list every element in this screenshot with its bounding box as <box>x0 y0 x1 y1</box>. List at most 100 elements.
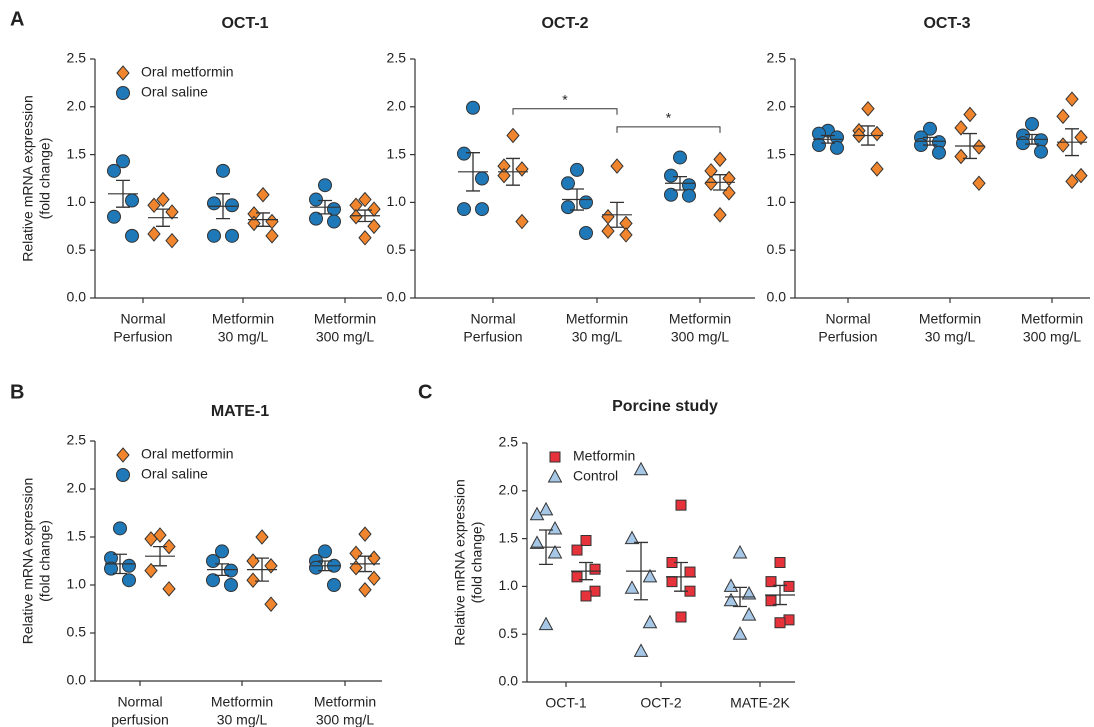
data-point <box>367 201 381 217</box>
data-point <box>104 561 118 576</box>
x-tick-label: 300 mg/L <box>1023 329 1082 345</box>
y-tick-label: 2.0 <box>67 98 87 114</box>
data-point <box>113 521 127 536</box>
data-point <box>216 163 230 178</box>
data-point <box>116 154 130 169</box>
x-tick-label: Metformin <box>566 311 628 327</box>
data-point <box>547 520 563 535</box>
error-bar <box>733 586 747 608</box>
chart-title: OCT-1 <box>221 15 268 32</box>
data-point <box>349 545 363 562</box>
data-point <box>144 531 158 547</box>
data-point <box>349 208 363 225</box>
data-point <box>529 535 545 549</box>
data-point <box>1074 167 1088 184</box>
data-point <box>144 562 158 579</box>
x-tick-label: Metformin <box>314 311 376 327</box>
data-point <box>1065 91 1079 107</box>
data-point <box>327 578 341 592</box>
data-point <box>255 529 269 545</box>
data-point <box>457 146 471 161</box>
error-bar <box>318 560 332 572</box>
error-bar <box>570 188 584 211</box>
error-bar <box>861 125 875 146</box>
data-point <box>1074 129 1088 146</box>
x-tick-label: MATE-2K <box>730 695 790 711</box>
panel-label: C <box>418 381 432 403</box>
significance-star: * <box>666 110 672 126</box>
y-axis-label: (fold change) <box>37 138 53 220</box>
y-tick-label: 2.5 <box>67 432 87 448</box>
data-point <box>642 568 658 583</box>
data-point <box>589 563 601 575</box>
data-point <box>633 643 649 657</box>
data-point <box>741 585 757 600</box>
error-bar <box>318 199 332 215</box>
panel-label: A <box>10 8 24 30</box>
x-tick-label: 300 mg/L <box>316 329 375 345</box>
data-point <box>358 582 372 598</box>
x-tick-label: 300 mg/L <box>316 712 375 727</box>
data-point <box>664 168 678 183</box>
data-point <box>265 228 279 244</box>
data-point <box>156 191 170 208</box>
x-tick-label: 30 mg/L <box>572 329 623 345</box>
x-tick-label: OCT-2 <box>640 695 681 711</box>
data-point <box>624 530 640 545</box>
error-bar <box>923 136 937 146</box>
y-tick-label: 1.5 <box>67 145 87 161</box>
y-tick-label: 1.5 <box>387 145 407 161</box>
error-bar <box>215 563 229 577</box>
error-bar <box>713 174 727 191</box>
x-tick-label: perfusion <box>111 712 169 727</box>
legend-marker <box>116 447 130 463</box>
error-bar <box>634 541 648 601</box>
y-tick-label: 0.5 <box>387 241 407 257</box>
data-point <box>1056 108 1070 125</box>
y-tick-label: 2.0 <box>387 98 407 114</box>
data-point <box>1034 144 1048 159</box>
data-point <box>358 230 372 246</box>
data-point <box>547 544 563 559</box>
y-tick-label: 0.0 <box>499 673 519 689</box>
data-point <box>497 167 511 184</box>
y-tick-label: 0.5 <box>67 241 87 257</box>
data-point <box>264 558 278 574</box>
error-bar <box>963 132 977 160</box>
error-bar <box>358 555 372 573</box>
data-point <box>666 576 678 588</box>
error-bar <box>673 175 687 191</box>
error-bar <box>216 193 230 220</box>
data-point <box>107 163 121 178</box>
data-point <box>215 544 229 559</box>
error-bar <box>156 208 170 227</box>
x-tick-label: Perfusion <box>818 329 877 345</box>
data-point <box>704 175 718 192</box>
significance-bracket <box>616 126 721 133</box>
data-point <box>619 227 633 243</box>
data-point <box>538 501 554 516</box>
y-tick-label: 1.0 <box>387 193 407 209</box>
data-point <box>165 232 179 249</box>
error-bar <box>1025 133 1039 145</box>
legend-marker <box>116 65 130 81</box>
data-point <box>256 186 270 203</box>
y-tick-label: 0.5 <box>767 241 787 257</box>
data-point <box>722 170 736 187</box>
data-point <box>954 120 968 136</box>
y-axis-label: Relative mRNA expression <box>452 479 468 646</box>
y-tick-label: 0.5 <box>67 624 87 640</box>
data-point <box>561 176 575 191</box>
y-tick-label: 2.0 <box>499 482 519 498</box>
legend-marker <box>116 86 130 100</box>
error-bar <box>610 201 624 228</box>
x-tick-label: Perfusion <box>463 329 522 345</box>
data-point <box>932 145 946 160</box>
y-tick-label: 2.5 <box>499 434 519 450</box>
y-axis-label: (fold change) <box>469 522 485 604</box>
legend-label: Metformin <box>573 448 635 464</box>
data-point <box>318 544 332 559</box>
y-tick-label: 0.5 <box>499 625 519 641</box>
